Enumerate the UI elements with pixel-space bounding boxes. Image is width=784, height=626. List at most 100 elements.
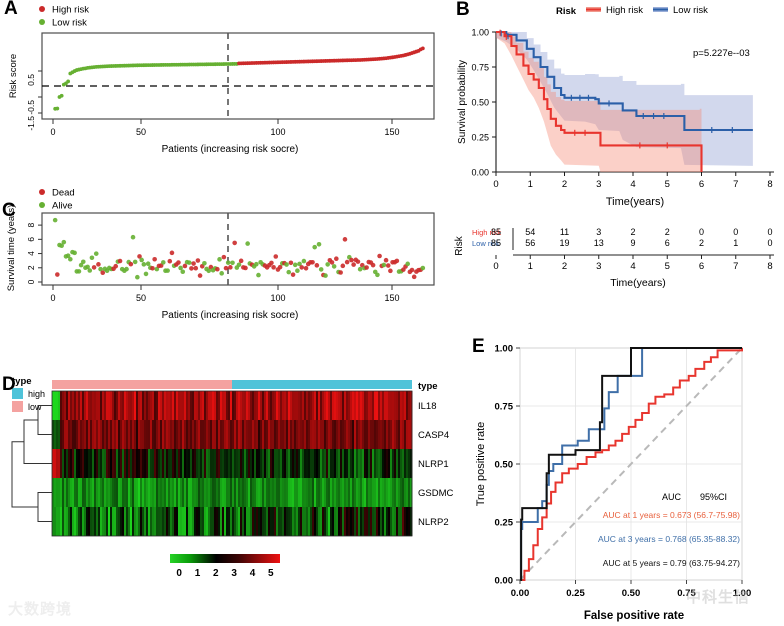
panel-e-ylabel: True positive rate (475, 422, 487, 507)
panel-e-diagonal (519, 347, 743, 581)
panel-e: E 0.00 0.25 0.50 0.75 1.00 0.00 0.25 0.50 0.75 1… (462, 336, 784, 626)
svg-text:4: 4 (250, 568, 256, 579)
panel-b-legend-low: Low risk (673, 5, 708, 16)
panel-d-annot-label: type (418, 381, 438, 392)
svg-text:8: 8 (767, 261, 772, 272)
svg-text:5: 5 (665, 179, 670, 190)
panel-d: D type high low type IL18 CASP4 NLRP1 GSDMC… (0, 350, 460, 590)
svg-text:7: 7 (733, 261, 738, 272)
svg-text:0.25: 0.25 (495, 518, 514, 529)
panel-c-plot: Dead Alive 0 2 4 6 8 Survival time (years) 0… (6, 188, 435, 321)
svg-text:8: 8 (26, 222, 36, 227)
panel-b-risk-table: Risk High risk Low risk 85 54 11 3 2 2 0 0 0 85 56… (448, 224, 784, 294)
svg-text:0: 0 (493, 179, 498, 190)
legend-marker-alive (39, 202, 45, 208)
svg-text:3: 3 (596, 179, 601, 190)
panel-d-letter: D (2, 374, 16, 395)
panel-e-xlabel: False positive rate (584, 610, 684, 622)
svg-text:1.00: 1.00 (733, 588, 752, 599)
svg-text:0: 0 (493, 261, 498, 272)
panel-c-letter: C (2, 200, 16, 221)
panel-c-xtick-0: 0 (50, 293, 55, 303)
svg-text:2: 2 (562, 179, 567, 190)
svg-text:1: 1 (528, 179, 533, 190)
svg-text:0.50: 0.50 (471, 97, 489, 107)
svg-text:19: 19 (559, 238, 569, 248)
risk-table-cells: 85 54 11 3 2 2 0 0 085 56 19 13 9 6 2 1 00 1 2 3 4 5 6 7 8 (491, 227, 773, 272)
svg-text:6: 6 (665, 238, 670, 248)
panel-e-roc-3year (520, 347, 742, 581)
panel-c-frame (41, 212, 435, 286)
panel-e-legend-ci-header: 95%CI (700, 492, 727, 502)
svg-text:11: 11 (560, 227, 569, 237)
panel-d-annot-high (232, 380, 412, 389)
panel-a-frame (41, 32, 435, 120)
svg-text:1.00: 1.00 (495, 344, 514, 355)
panel-c-xtick-3: 150 (384, 293, 399, 303)
legend-swatch-type-high (12, 388, 23, 399)
svg-text:CASP4: CASP4 (418, 430, 449, 441)
panel-b-legend-high: High risk (606, 5, 643, 16)
svg-text:0.50: 0.50 (495, 460, 514, 471)
svg-text:0: 0 (767, 238, 772, 248)
svg-text:1: 1 (733, 238, 738, 248)
panel-c-points (52, 217, 426, 280)
panel-b-censor-marks (499, 29, 733, 149)
panel-d-dendrogram (11, 405, 52, 522)
svg-text:1: 1 (528, 261, 533, 272)
svg-text:0: 0 (176, 568, 182, 579)
panel-d-gene-labels: IL18 CASP4 NLRP1 GSDMC NLRP2 (418, 401, 454, 528)
legend-label-dead: Dead (52, 188, 75, 199)
svg-text:4: 4 (26, 251, 36, 256)
panel-b-xticks: 0 1 2 3 4 5 6 7 8 (493, 172, 773, 190)
svg-text:0: 0 (767, 227, 772, 237)
svg-text:0.00: 0.00 (495, 576, 514, 587)
svg-text:2: 2 (665, 227, 670, 237)
panel-d-heatmap-cells (52, 391, 413, 536)
panel-a-ylabel: Risk score (8, 54, 19, 98)
risk-table-row-label-high: High risk (472, 228, 501, 237)
svg-text:5: 5 (268, 568, 274, 579)
svg-text:0.00: 0.00 (511, 588, 530, 599)
panel-e-yticks: 0.00 0.25 0.50 0.75 1.00 (495, 344, 520, 587)
panel-a-xtick-2: 100 (270, 127, 285, 137)
legend-label-type-high: high (28, 389, 45, 399)
risk-table-xlabel: Time(years) (610, 277, 666, 289)
svg-text:3: 3 (596, 261, 601, 272)
svg-text:0.75: 0.75 (471, 62, 489, 72)
svg-text:2: 2 (26, 265, 36, 270)
legend-swatch-type-low (12, 401, 23, 412)
panel-d-legend-title: type (12, 376, 32, 387)
risk-table-axis-label: Risk (454, 235, 465, 255)
svg-text:3: 3 (231, 568, 237, 579)
panel-b-ci-low-risk (496, 32, 753, 166)
svg-text:0.00: 0.00 (471, 167, 489, 177)
legend-label-type-low: low (28, 402, 42, 412)
svg-text:2: 2 (213, 568, 219, 579)
svg-text:2: 2 (630, 227, 635, 237)
svg-text:56: 56 (525, 238, 535, 248)
panel-d-heat-frame (51, 390, 413, 537)
svg-text:0: 0 (26, 279, 36, 284)
svg-text:0.75: 0.75 (495, 402, 514, 413)
legend-label-high-risk: High risk (52, 5, 89, 16)
panel-b-legend-title: Risk (556, 6, 577, 17)
panel-c-xtick-2: 100 (270, 293, 285, 303)
panel-a-points (53, 46, 425, 111)
svg-text:13: 13 (594, 238, 604, 248)
panel-b-plot: Risk High risk Low risk p=5.227e--03 0.0… (457, 5, 774, 208)
svg-text:0.25: 0.25 (471, 132, 489, 142)
svg-text:0.25: 0.25 (566, 588, 585, 599)
panel-b-yticks: 0.00 0.25 0.50 0.75 1.00 (471, 27, 496, 177)
panel-d-annot-low (52, 380, 232, 389)
svg-text:85: 85 (491, 227, 501, 237)
svg-text:85: 85 (491, 238, 501, 248)
svg-text:0.75: 0.75 (677, 588, 696, 599)
svg-text:NLRP2: NLRP2 (418, 517, 449, 528)
panel-c: C Dead Alive 0 2 4 6 8 Survival time (years)… (0, 178, 440, 328)
svg-text:4: 4 (630, 179, 635, 190)
legend-marker-low-risk (39, 19, 45, 25)
svg-text:GSDMC: GSDMC (418, 488, 454, 499)
panel-b-pvalue: p=5.227e--03 (693, 48, 750, 59)
watermark-right: 中科生信 (686, 588, 751, 606)
